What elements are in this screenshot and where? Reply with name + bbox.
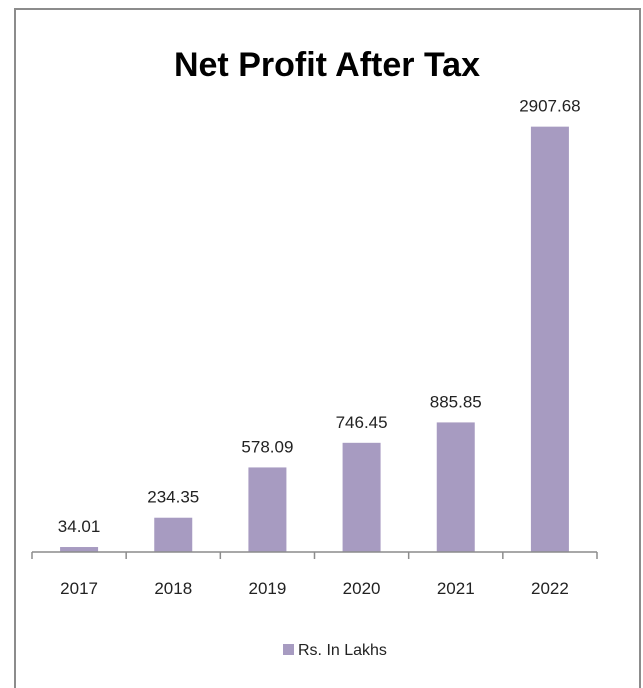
bar-2017	[60, 547, 99, 552]
x-tick-label-2021: 2021	[437, 579, 475, 598]
data-label-2017: 34.01	[58, 517, 101, 536]
bar-2019	[248, 467, 287, 552]
bar-2018	[154, 517, 193, 552]
data-label-2021: 885.85	[430, 392, 482, 411]
data-labels-group: 34.01 234.35 578.09 746.45 885.85 2907.68	[58, 97, 581, 536]
chart-title: Net Profit After Tax	[174, 46, 480, 84]
x-tick-label-2017: 2017	[60, 579, 98, 598]
x-tick-marks-group	[31, 552, 598, 559]
x-tick-labels-group: 2017 2018 2019 2020 2021 2022	[60, 579, 569, 598]
legend-swatch	[283, 644, 294, 655]
bars-group	[60, 126, 569, 553]
bar-2020	[342, 442, 381, 552]
x-tick-label-2020: 2020	[343, 579, 381, 598]
bar-2022	[530, 126, 569, 553]
data-label-2019: 578.09	[241, 437, 293, 456]
x-tick-label-2019: 2019	[249, 579, 287, 598]
data-label-2018: 234.35	[147, 488, 199, 507]
x-tick-label-2018: 2018	[154, 579, 192, 598]
legend-label: Rs. In Lakhs	[298, 642, 387, 659]
data-label-2022: 2907.68	[519, 97, 580, 116]
bar-2021	[436, 422, 475, 552]
data-label-2020: 746.45	[336, 413, 388, 432]
x-tick-label-2022: 2022	[531, 579, 569, 598]
legend: Rs. In Lakhs	[283, 642, 387, 659]
